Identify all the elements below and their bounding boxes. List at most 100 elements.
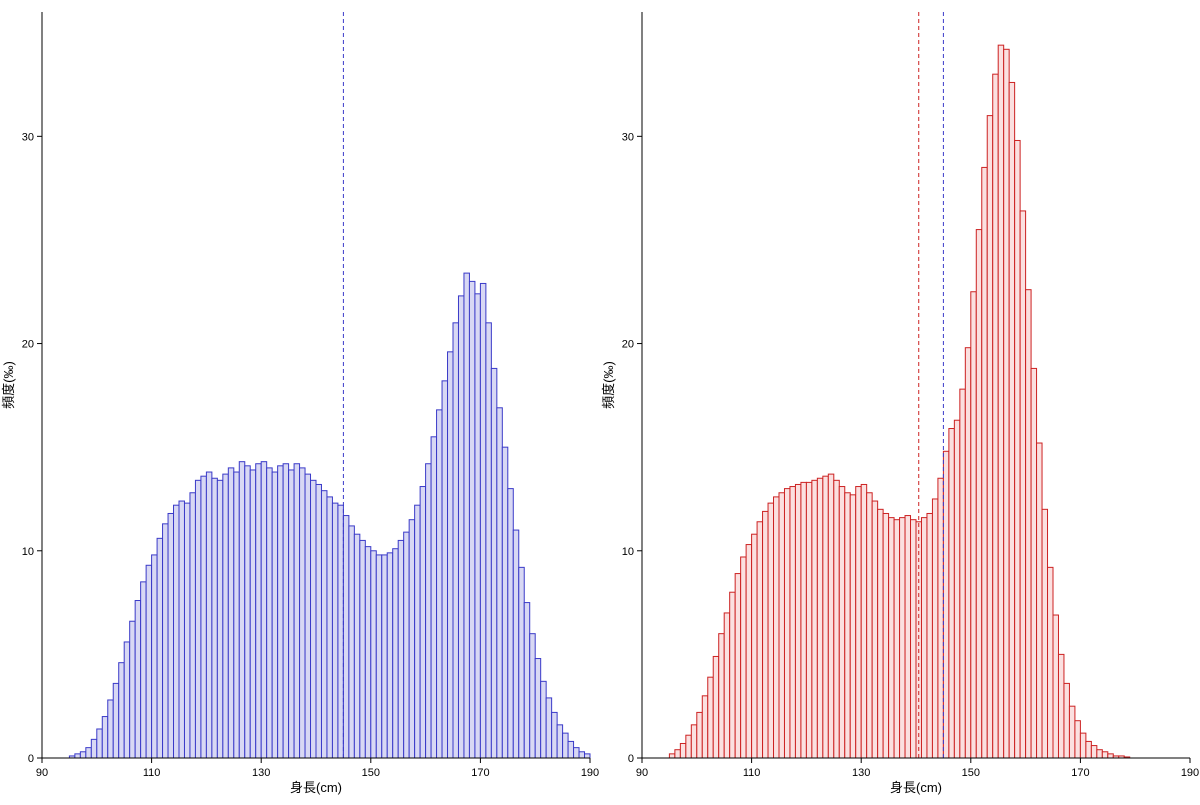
histogram-bar: [140, 581, 147, 759]
y-tick-label: 30: [622, 131, 634, 143]
histogram-bar: [712, 655, 720, 759]
histogram-bar: [997, 44, 1005, 759]
histogram-bar: [320, 490, 328, 759]
histogram-bar: [414, 504, 421, 759]
histogram-bar: [118, 662, 125, 759]
histogram-bar: [794, 483, 802, 759]
histogram-bar: [271, 471, 279, 759]
histogram-bar: [860, 483, 868, 759]
histogram-bar: [931, 498, 939, 759]
histogram-bar: [811, 479, 818, 759]
histogram-bar: [551, 711, 558, 759]
histogram-bar: [151, 554, 158, 759]
histogram-bar: [696, 711, 703, 759]
histogram-bar: [767, 502, 775, 759]
x-tick-label: 110: [743, 767, 761, 779]
histogram-bar: [981, 166, 988, 759]
histogram-bar: [762, 510, 769, 759]
histogram-bar: [800, 481, 807, 759]
y-tick-label: 20: [22, 339, 34, 351]
histogram-bar: [740, 556, 747, 759]
histogram-bar: [899, 517, 906, 759]
histogram-bar: [452, 322, 459, 759]
histogram-bar: [986, 115, 994, 759]
histogram-bar: [90, 738, 98, 759]
x-tick-label: 190: [581, 767, 599, 779]
y-tick-label: 0: [628, 753, 634, 765]
histogram-bar: [205, 471, 213, 759]
histogram-bar: [778, 492, 785, 759]
histogram-bar: [827, 473, 835, 759]
histogram-bar: [1096, 749, 1103, 759]
histogram-bar: [216, 479, 224, 759]
histogram-bar: [233, 471, 240, 759]
histogram-bar: [496, 407, 503, 759]
x-axis-title: 身長(cm): [890, 780, 942, 795]
histogram-bar: [249, 469, 257, 759]
histogram-bar: [1074, 720, 1081, 759]
histogram-bar: [871, 500, 879, 759]
histogram-bar: [490, 367, 498, 759]
histogram-bar: [85, 747, 92, 759]
histogram-bar: [734, 573, 742, 759]
histogram-bar: [200, 475, 207, 759]
histogram-bar: [679, 742, 687, 759]
histogram-bar: [183, 502, 191, 759]
histogram-bar: [310, 479, 317, 759]
histogram-bar: [668, 753, 676, 759]
histogram-bar: [156, 537, 164, 759]
x-tick-label: 130: [852, 767, 870, 779]
histogram-bar: [937, 477, 944, 759]
histogram-bar: [419, 486, 427, 759]
histogram-bar: [773, 496, 780, 759]
histogram-bar: [838, 486, 846, 759]
y-tick-label: 30: [22, 131, 34, 143]
histogram-bar: [178, 500, 185, 759]
histogram-bar: [523, 602, 531, 759]
histogram-bar: [348, 525, 355, 759]
x-axis-title: 身長(cm): [290, 780, 342, 795]
histogram-bar: [381, 554, 388, 759]
histogram-bar: [74, 753, 81, 759]
histogram-bar: [485, 322, 492, 759]
histogram-bar: [364, 546, 372, 759]
histogram-bar: [479, 282, 487, 759]
histogram-bar: [964, 347, 972, 759]
histogram-bar: [578, 751, 586, 759]
histogram-bar: [463, 272, 470, 759]
histogram-bar: [534, 658, 542, 759]
x-tick-label: 150: [362, 767, 380, 779]
histogram-bar: [353, 533, 361, 759]
histogram-bar: [1085, 740, 1092, 759]
y-tick-label: 10: [22, 546, 34, 558]
histogram-bar: [751, 533, 758, 759]
histogram-bar: [501, 446, 509, 759]
histogram-bar: [282, 463, 290, 759]
histogram-bar: [893, 519, 901, 759]
histogram-bar: [162, 523, 169, 759]
histogram-bar: [1008, 81, 1016, 759]
histogram-bar: [529, 633, 536, 759]
histogram-bar: [397, 539, 405, 759]
histogram-bar: [1107, 753, 1114, 759]
histogram-bar: [375, 554, 383, 759]
histogram-bar: [707, 676, 714, 759]
histogram-bar: [293, 463, 301, 759]
histogram-bar: [849, 494, 857, 759]
histogram-bar: [1047, 566, 1054, 759]
histogram-bar: [123, 641, 131, 759]
histogram-bar: [277, 465, 284, 759]
histogram-bar: [255, 463, 262, 759]
histogram-bar: [1041, 508, 1049, 759]
histogram-bar: [468, 280, 476, 759]
histogram-bar: [436, 409, 443, 759]
histogram-bar: [222, 473, 229, 759]
histogram-bar: [584, 753, 591, 759]
histogram-bar: [1036, 442, 1043, 759]
histogram-bar: [189, 492, 196, 759]
histogram-bar: [573, 747, 580, 759]
y-axis-title: 頻度(‰): [601, 361, 616, 409]
histogram-bar: [134, 600, 142, 759]
y-tick-label: 20: [622, 339, 634, 351]
histogram-bar: [1079, 732, 1087, 759]
